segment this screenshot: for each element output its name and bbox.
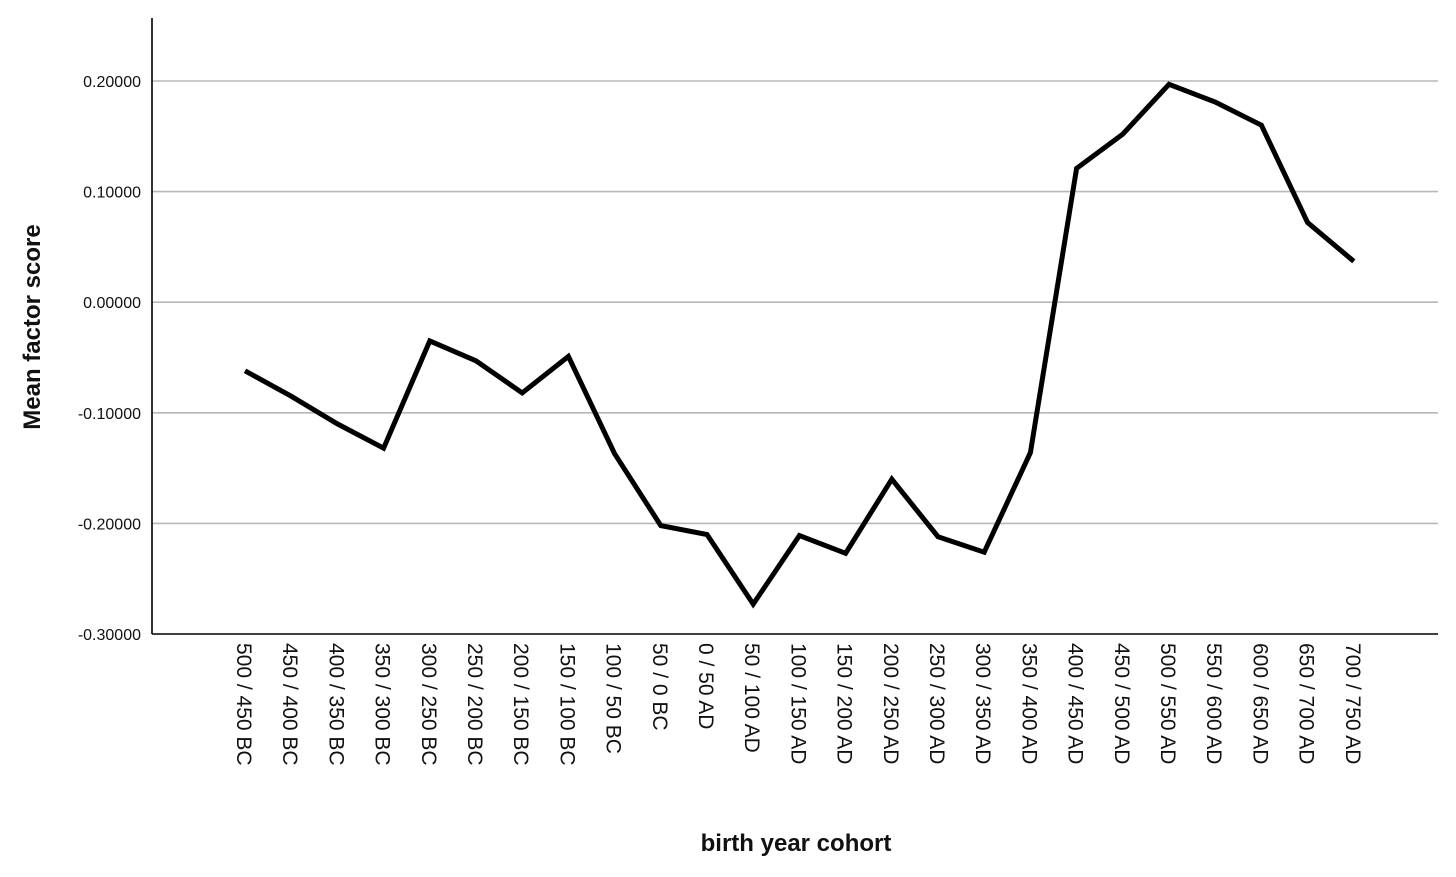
x-tick-label: 150 / 100 BC bbox=[555, 643, 578, 766]
x-tick-label: 250 / 300 AD bbox=[925, 643, 948, 764]
x-tick-label: 350 / 300 BC bbox=[371, 643, 394, 766]
axes bbox=[151, 18, 1438, 635]
x-tick-label: 450 / 400 BC bbox=[278, 643, 301, 766]
x-tick-label: 350 / 400 AD bbox=[1017, 643, 1040, 764]
x-tick-label: 200 / 150 BC bbox=[509, 643, 532, 766]
y-axis-title: Mean factor score bbox=[19, 224, 46, 429]
x-tick-label: 400 / 450 AD bbox=[1064, 643, 1087, 764]
x-tick-label: 550 / 600 AD bbox=[1202, 643, 1225, 764]
x-tick-label: 200 / 250 AD bbox=[879, 643, 902, 764]
x-tick-label: 100 / 150 AD bbox=[786, 643, 809, 764]
x-tick-label: 50 / 100 AD bbox=[740, 643, 763, 753]
x-tick-label: 700 / 750 AD bbox=[1341, 643, 1364, 764]
y-tick-labels: -0.30000 -0.20000 -0.10000 0.00000 0.10000 0.… bbox=[78, 74, 141, 644]
x-tick-labels: 500 / 450 BC 450 / 400 BC 400 / 350 BC 350 … bbox=[232, 643, 1364, 766]
x-tick-label: 0 / 50 AD bbox=[694, 643, 717, 729]
x-tick-label: 500 / 450 BC bbox=[232, 643, 255, 766]
y-tick-label: -0.20000 bbox=[78, 516, 141, 533]
x-tick-label: 450 / 500 AD bbox=[1110, 643, 1133, 764]
x-tick-label: 500 / 550 AD bbox=[1156, 643, 1179, 764]
y-tick-label: 0.10000 bbox=[83, 185, 141, 202]
y-tick-label: -0.30000 bbox=[78, 627, 141, 644]
x-tick-label: 650 / 700 AD bbox=[1295, 643, 1318, 764]
x-tick-label: 100 / 50 BC bbox=[602, 643, 625, 754]
y-tick-label: -0.10000 bbox=[78, 406, 141, 423]
x-tick-label: 150 / 200 AD bbox=[833, 643, 856, 764]
x-tick-label: 600 / 650 AD bbox=[1248, 643, 1271, 764]
y-tick-label: 0.20000 bbox=[83, 74, 141, 91]
x-axis-title: birth year cohort bbox=[701, 830, 892, 857]
x-tick-label: 300 / 250 BC bbox=[417, 643, 440, 766]
series bbox=[243, 81, 1356, 609]
x-tick-label: 400 / 350 BC bbox=[324, 643, 347, 766]
series-line bbox=[243, 81, 1356, 609]
x-tick-label: 50 / 0 BC bbox=[648, 643, 671, 731]
gridlines bbox=[152, 80, 1438, 525]
y-tick-label: 0.00000 bbox=[83, 295, 141, 312]
x-tick-label: 250 / 200 BC bbox=[463, 643, 486, 766]
x-tick-label: 300 / 350 AD bbox=[971, 643, 994, 764]
